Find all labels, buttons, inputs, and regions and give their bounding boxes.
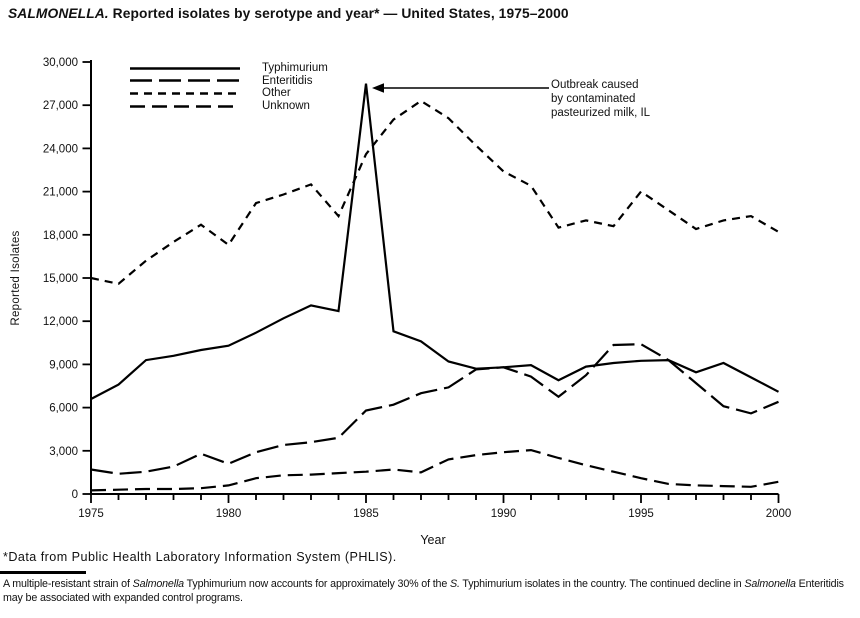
- series-line-enteritidis: [90, 343, 779, 475]
- text-segment: Typhimurium isolates in the country. The…: [459, 578, 745, 590]
- footnote-divider: [0, 571, 86, 574]
- legend-line-sample: [130, 67, 240, 70]
- text-segment: Typhimurium now accounts for approximate…: [183, 578, 450, 590]
- x-axis-label: Year: [420, 533, 446, 547]
- x-tick-label: 2000: [766, 508, 792, 520]
- footnote-phlis: *Data from Public Health Laboratory Info…: [3, 550, 397, 564]
- text-segment: Reported isolates by serotype and year* …: [108, 6, 569, 21]
- legend-label: Enteritidis: [262, 74, 313, 87]
- legend-line-sample: [130, 79, 240, 83]
- outbreak-annotation-line: Outbreak caused: [551, 79, 639, 91]
- series-line-typhimurium: [90, 83, 780, 400]
- y-tick-label: 27,000: [43, 100, 78, 112]
- series-line-other: [90, 99, 780, 285]
- figure-title: SALMONELLA. Reported isolates by serotyp…: [8, 6, 569, 21]
- legend-label: Unknown: [262, 100, 310, 113]
- x-tick-label: 1995: [628, 508, 654, 520]
- salmonella-line-chart: 0 3,000 6,000 9,000 12,000 15,000 18,000 21,000…: [43, 57, 792, 520]
- x-tick-label: 1975: [78, 508, 104, 520]
- legend-item-typhimurium: Typhimurium: [129, 62, 328, 75]
- legend-label: Other: [262, 87, 291, 100]
- text-segment: A multiple-resistant strain of: [3, 578, 133, 590]
- text-segment: Salmonella: [132, 578, 185, 590]
- outbreak-annotation-line: by contaminated: [551, 93, 636, 105]
- y-tick-label: 18,000: [43, 230, 78, 242]
- y-tick-label: 3,000: [49, 446, 78, 458]
- text-segment: Enteritidis may be associated with expan…: [3, 578, 844, 604]
- y-tick-label: 21,000: [43, 187, 78, 199]
- annotation-arrowhead: [372, 83, 384, 93]
- legend-line-sample: [130, 104, 240, 108]
- legend-item-unknown: Unknown: [129, 100, 328, 113]
- outbreak-annotation-line: pasteurized milk, IL: [551, 107, 651, 119]
- text-segment: *Data from Public Health Laboratory Info…: [3, 550, 397, 564]
- x-tick-label: 1985: [353, 508, 379, 520]
- y-tick-label: 30,000: [43, 57, 78, 69]
- x-tick-label: 1990: [491, 508, 517, 520]
- text-segment: SALMONELLA.: [8, 6, 109, 21]
- y-tick-label: 24,000: [43, 143, 78, 155]
- legend-item-enteritidis: Enteritidis: [129, 75, 328, 88]
- y-tick-label: 12,000: [43, 316, 78, 328]
- legend-label: Typhimurium: [262, 62, 328, 75]
- y-tick-label: 15,000: [43, 273, 78, 285]
- y-tick-label: 9,000: [49, 359, 78, 371]
- x-tick-label: 1980: [216, 508, 242, 520]
- legend-item-other: Other: [129, 87, 328, 100]
- axes: [90, 60, 779, 495]
- y-axis-label: Reported Isolates: [10, 230, 22, 326]
- legend: Typhimurium Enteritidis Other Unknown: [129, 62, 328, 112]
- legend-line-sample: [130, 92, 240, 95]
- text-segment: Salmonella: [744, 578, 796, 590]
- y-tick-label: 6,000: [49, 403, 78, 415]
- footnote-paragraph: A multiple-resistant strain of Salmonell…: [3, 578, 859, 605]
- text-segment: S.: [449, 578, 460, 590]
- y-tick-label: 0: [72, 489, 78, 501]
- outbreak-annotation: Outbreak caused by contaminated pasteurize…: [551, 78, 650, 120]
- series-line-unknown: [90, 448, 779, 492]
